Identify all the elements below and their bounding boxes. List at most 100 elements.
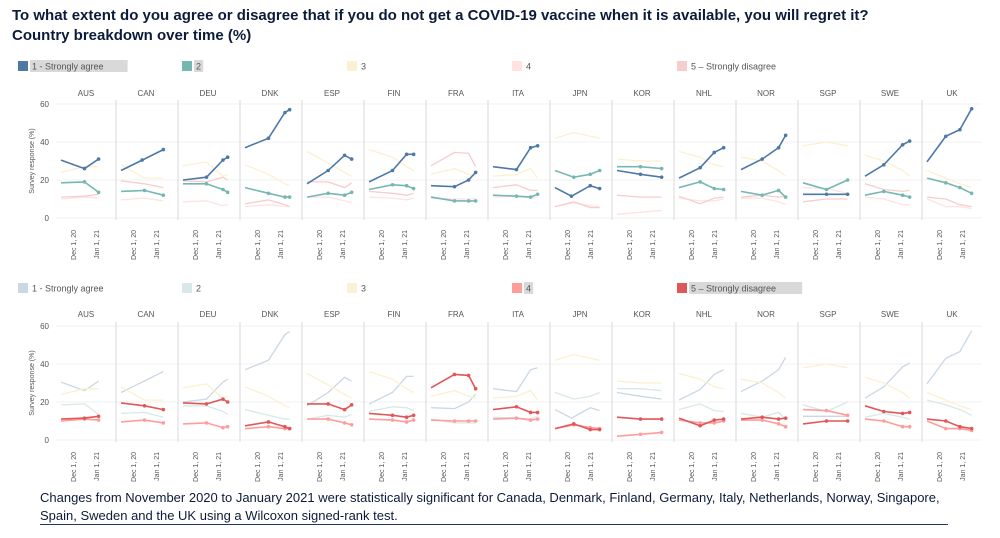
series-point-1-1-UK-3: [969, 106, 974, 111]
legend-swatch-2-2: [182, 283, 192, 293]
series-line-1-2-AUS: [60, 181, 100, 193]
series-line-2-4-FIN: [368, 418, 414, 423]
x-tick-1-FIN-1: Dec 1, 20: [379, 230, 386, 260]
chart-title-line2: Country breakdown over time (%): [12, 27, 252, 44]
x-tick-1-KOR-2: Jan 1, 21: [650, 230, 657, 259]
series-line-2-4-FRA: [430, 419, 476, 422]
series-point-2-5-JPN-2: [588, 427, 593, 432]
legend-label-2-2: 2: [196, 284, 201, 294]
x-tick-2-DNK-1: Dec 1, 20: [255, 452, 262, 482]
series-line-1-4-SWE: [864, 196, 910, 206]
series-point-2-5-NOR-3: [783, 416, 788, 420]
series-point-2-4-KOR-2: [659, 430, 664, 435]
series-point-1-1-SWE-3: [907, 139, 912, 143]
series-point-2-4-CAN-2: [161, 421, 166, 425]
series-point-2-5-UK-1: [944, 419, 948, 423]
country-header-2-CAN: CAN: [138, 310, 155, 319]
series-point-2-4-CAN-1: [142, 418, 147, 422]
x-tick-2-CAN-2: Jan 1, 21: [154, 452, 161, 481]
country-header-2-DNK: DNK: [262, 310, 280, 319]
series-line-1-3-KOR: [616, 158, 662, 162]
legend-highlight-2-5: [689, 282, 803, 294]
y-tick-2-60: 60: [40, 322, 49, 331]
legend-swatch-1-3: [347, 61, 357, 71]
series-point-2-4-SWE-1: [882, 419, 886, 423]
y-axis-label-1: Survey response (%): [29, 128, 36, 193]
series-point-1-2-FRA-2: [466, 199, 471, 203]
series-line-1-2-ESP: [306, 191, 352, 198]
series-point-2-4-ESP-3: [349, 423, 354, 427]
series-point-2-5-AUS-2: [96, 414, 101, 419]
series-line-1-5-FRA: [430, 151, 477, 168]
x-tick-1-ESP-1: Dec 1, 20: [317, 230, 324, 260]
series-point-1-2-KOR-1: [638, 164, 643, 169]
country-header-1-ESP: ESP: [324, 89, 340, 98]
series-point-1-1-DNK-3: [287, 107, 292, 112]
x-tick-1-CAN-1: Dec 1, 20: [131, 230, 138, 260]
series-line-1-4-UK: [926, 198, 972, 210]
series-line-2-3-FIN: [368, 370, 414, 394]
series-line-2-5-ESP: [307, 403, 353, 411]
series-point-2-4-NOR-3: [783, 424, 788, 429]
series-point-1-2-DEU-1: [204, 182, 209, 186]
country-header-1-ITA: ITA: [512, 89, 525, 98]
series-point-1-2-NHL-3: [721, 187, 726, 192]
country-header-1-KOR: KOR: [633, 89, 651, 98]
series-point-1-1-FIN-2: [404, 152, 409, 157]
x-tick-1-CAN-2: Jan 1, 21: [154, 230, 161, 259]
series-line-2-1-DEU: [182, 378, 229, 403]
series-line-2-4-DNK: [244, 425, 290, 430]
series-line-1-1-SWE: [864, 140, 910, 177]
series-point-2-5-NOR-1: [760, 415, 764, 420]
series-line-1-5-SWE: [864, 183, 910, 193]
series-point-2-5-DNK-2: [283, 424, 287, 429]
series-point-1-2-NOR-2: [776, 188, 781, 193]
x-tick-2-NHL-1: Dec 1, 20: [689, 452, 696, 482]
x-tick-1-FRA-1: Dec 1, 20: [441, 230, 448, 260]
y-tick-2-0: 0: [45, 436, 50, 445]
series-line-1-1-NHL: [678, 146, 724, 179]
series-line-2-3-ESP: [306, 372, 352, 399]
country-header-2-ESP: ESP: [324, 310, 340, 319]
chart-title: To what extent do you agree or disagree …: [12, 6, 992, 46]
series-line-2-3-SGP: [802, 363, 848, 369]
series-line-1-5-ESP: [307, 181, 352, 189]
series-line-1-3-ITA: [492, 167, 539, 179]
x-tick-2-UK-1: Dec 1, 20: [937, 452, 944, 482]
series-point-1-1-CAN-1: [140, 158, 144, 162]
series-point-2-5-NHL-2: [712, 418, 717, 422]
series-point-2-4-ESP-1: [326, 417, 330, 421]
country-header-1-UK: UK: [946, 89, 958, 98]
series-line-2-1-ITA: [492, 367, 538, 393]
x-tick-2-ESP-1: Dec 1, 20: [317, 452, 324, 482]
series-point-1-1-AUS-2: [96, 157, 101, 161]
series-point-2-5-AUS-1: [82, 416, 87, 420]
legend-swatch-1-2: [182, 61, 192, 71]
series-line-2-5-FRA: [430, 373, 477, 390]
series-point-1-2-JPN-3: [597, 168, 602, 173]
series-point-2-4-DEU-2: [221, 425, 225, 430]
series-line-2-2-FIN: [368, 406, 414, 413]
series-line-2-2-DEU: [183, 405, 229, 415]
footnote: Changes from November 2020 to January 20…: [40, 490, 940, 523]
series-point-2-5-ITA-3: [535, 410, 540, 415]
series-point-2-4-NOR-2: [776, 422, 781, 426]
series-line-2-4-ITA: [492, 417, 538, 421]
series-point-2-5-DEU-3: [225, 400, 230, 404]
series-point-1-1-KOR-1: [638, 172, 643, 177]
series-point-1-2-FIN-2: [404, 183, 409, 188]
series-line-2-1-UK: [926, 330, 973, 385]
x-tick-2-NOR-2: Jan 1, 21: [774, 452, 781, 481]
series-line-2-3-KOR: [616, 380, 662, 384]
series-line-1-2-ITA: [492, 193, 538, 198]
series-line-1-2-UK: [926, 177, 972, 195]
series-point-2-5-NOR-2: [776, 417, 781, 421]
series-point-2-5-KOR-2: [659, 417, 664, 421]
series-point-2-5-SWE-2: [900, 411, 905, 416]
series-point-2-4-SWE-2: [900, 424, 905, 429]
series-point-1-2-NHL-1: [698, 180, 702, 184]
series-point-1-2-DNK-1: [266, 191, 271, 196]
series-line-1-1-NOR: [740, 135, 787, 171]
country-header-1-NOR: NOR: [757, 89, 775, 98]
series-point-2-5-ITA-2: [528, 410, 533, 415]
